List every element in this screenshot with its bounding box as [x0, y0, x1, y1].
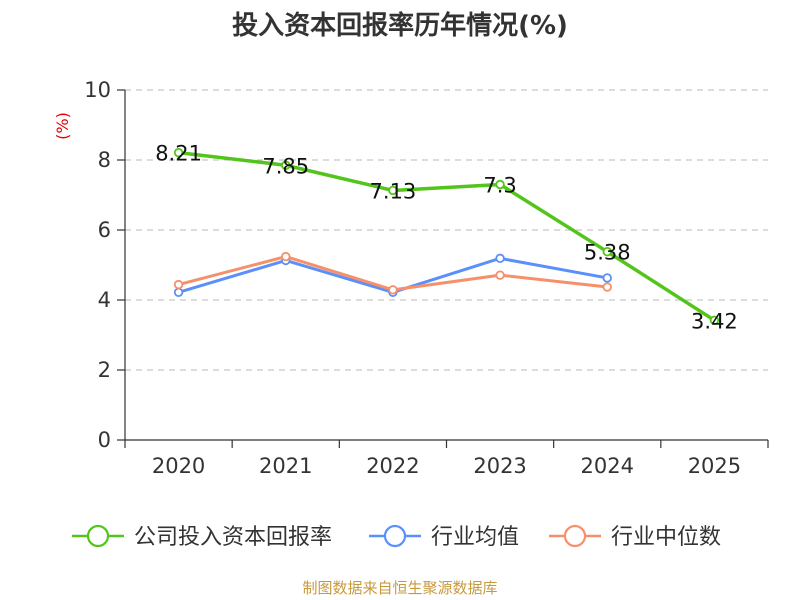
x-tick-label: 2024 [581, 454, 634, 478]
data-point [173, 147, 184, 158]
legend-label: 行业中位数 [611, 525, 721, 550]
legend-marker [383, 524, 407, 548]
data-point [709, 315, 720, 325]
data-point [281, 160, 291, 170]
series-lines [173, 147, 720, 325]
data-label: 5.38 [584, 241, 631, 265]
x-tick-label: 2020 [152, 454, 205, 478]
x-tick-label: 2021 [259, 454, 312, 478]
legend-marker [86, 524, 110, 548]
y-tick-label: 2 [98, 358, 111, 382]
data-labels: 8.21 7.85 7.13 7.3 5.38 3.42 [155, 142, 738, 334]
y-tick-label: 10 [84, 78, 111, 102]
data-point [173, 287, 184, 297]
data-point [495, 179, 505, 190]
gridlines [125, 89, 768, 371]
x-tick-label: 2023 [473, 454, 526, 478]
y-tick-label: 8 [98, 148, 111, 172]
series-line-0 [178, 150, 716, 322]
data-label: 8.21 [155, 142, 202, 166]
data-point [602, 246, 612, 257]
axes: 0 2 4 6 8 10 2020 2021 2022 2023 2024 2025 [84, 78, 769, 478]
y-axis-unit: (%) [53, 112, 72, 140]
chart-title: 投入资本回报率历年情况(%) [232, 10, 568, 41]
data-label: 7.3 [483, 174, 516, 198]
y-tick-label: 0 [98, 428, 111, 452]
data-point [602, 273, 612, 283]
data-point [388, 285, 398, 295]
y-tick-label: 6 [98, 218, 111, 242]
y-tick-label: 4 [98, 288, 111, 312]
data-point [388, 185, 398, 196]
legend: 公司投入资本回报率 行业均值 行业中位数 [72, 524, 721, 550]
data-point [173, 279, 184, 290]
data-point [281, 251, 291, 262]
x-tick-label: 2022 [366, 454, 419, 478]
data-point [602, 282, 612, 292]
legend-label: 行业均值 [431, 525, 519, 550]
data-label: 7.13 [370, 179, 417, 203]
data-point [495, 253, 505, 264]
x-tick-label: 2025 [688, 454, 741, 478]
data-point [495, 270, 505, 280]
data-label: 7.85 [262, 154, 309, 178]
legend-marker [563, 524, 587, 548]
data-source: 制图数据来自恒生聚源数据库 [302, 579, 497, 597]
data-label: 3.42 [691, 309, 738, 333]
legend-label: 公司投入资本回报率 [134, 525, 332, 550]
